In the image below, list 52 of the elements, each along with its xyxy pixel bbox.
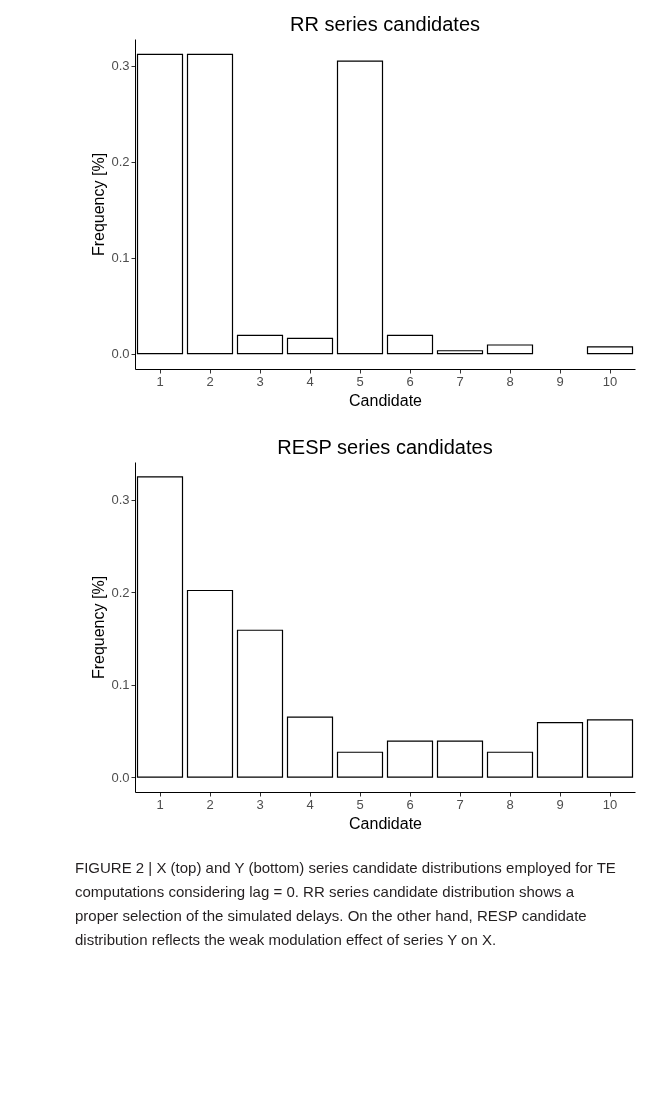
bar	[336, 751, 384, 778]
x-tick-label: 1	[156, 796, 164, 812]
x-tick-label: 9	[556, 796, 564, 812]
y-axis-title: Frequency [%]	[90, 575, 108, 680]
x-tick-label: 9	[556, 373, 564, 389]
bar	[586, 346, 634, 355]
bar	[336, 60, 384, 355]
y-tick-label: 0.0	[111, 346, 130, 362]
bar	[236, 629, 284, 778]
bar	[386, 740, 434, 778]
y-tick-label: 0.3	[111, 58, 130, 74]
bar	[486, 751, 534, 778]
x-tick-label: 4	[306, 373, 314, 389]
y-tick-label: 0.1	[111, 677, 130, 693]
bar	[236, 334, 284, 355]
x-tick-label: 2	[206, 796, 214, 812]
x-tick-label: 3	[256, 373, 264, 389]
y-tick-label: 0.1	[111, 250, 130, 266]
bar	[436, 350, 484, 355]
x-tick-label: 7	[456, 796, 464, 812]
bar	[286, 337, 334, 355]
y-tick-label: 0.2	[111, 154, 130, 170]
x-tick-label: 2	[206, 373, 214, 389]
bar	[486, 344, 534, 355]
chart-title: RR series candidates	[289, 13, 481, 35]
x-tick-label: 7	[456, 373, 464, 389]
y-axis-title: Frequency [%]	[90, 152, 108, 257]
chart-title: RESP series candidates	[277, 436, 493, 458]
y-tick-label: 0.0	[111, 769, 130, 785]
bar	[186, 53, 234, 355]
x-tick-label: 8	[506, 373, 514, 389]
y-tick-label: 0.3	[111, 492, 130, 508]
bar	[536, 722, 584, 778]
bar	[186, 589, 234, 778]
x-tick-label: 6	[406, 373, 414, 389]
x-axis-title: Candidate	[349, 814, 423, 832]
bar	[586, 719, 634, 778]
x-tick-label: 10	[602, 796, 618, 812]
x-tick-label: 5	[356, 373, 364, 389]
bar	[286, 716, 334, 778]
x-tick-label: 5	[356, 796, 364, 812]
x-axis-title: Candidate	[349, 391, 423, 409]
x-tick-label: 10	[602, 373, 618, 389]
x-tick-label: 3	[256, 796, 264, 812]
bar	[386, 334, 434, 355]
x-tick-label: 4	[306, 796, 314, 812]
bar	[436, 740, 484, 778]
x-tick-label: 8	[506, 796, 514, 812]
x-tick-label: 1	[156, 373, 164, 389]
y-tick-label: 0.2	[111, 584, 130, 600]
x-tick-label: 6	[406, 796, 414, 812]
caption: FIGURE 2 | X (top) and Y (bottom) series candidate distributions employed for TE computations considering lag = 0. RR series candidate distribution shows a proper selection of the simulated delays. On the other hand, RESP candidate distribution reflects the weak modulation effect of series Y on X.	[75, 859, 616, 948]
